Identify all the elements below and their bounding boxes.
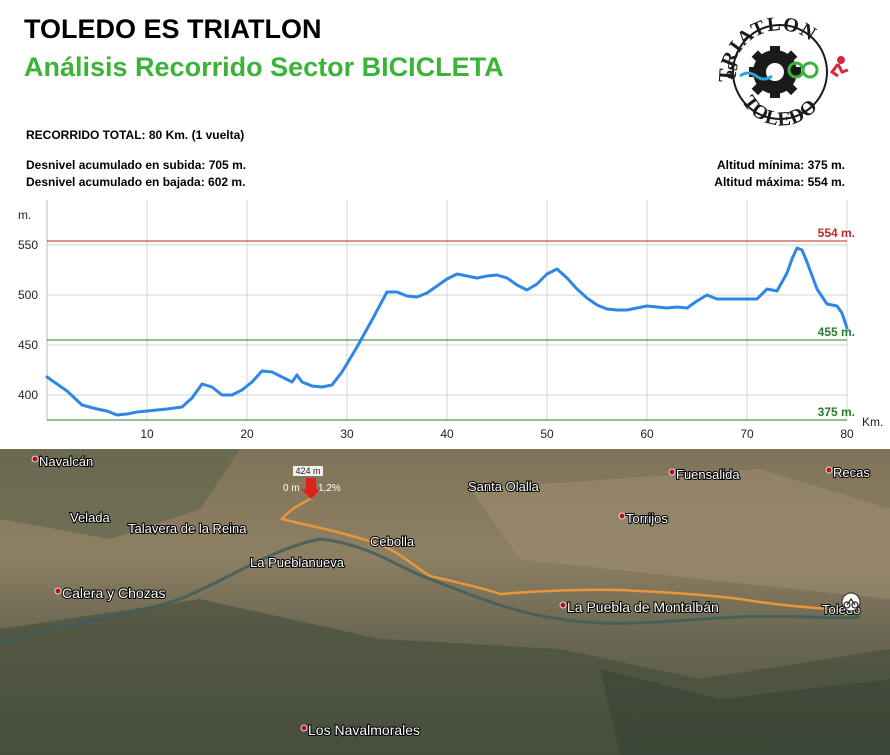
marker-distance: 0 m: [283, 483, 300, 494]
runner-icon: [829, 56, 849, 78]
town-dot-icon: [618, 512, 626, 520]
map-town: Cebolla: [369, 533, 416, 550]
min-altitude-info: Altitud mínima: 375 m.: [716, 158, 845, 172]
map-town: Los Navalmorales: [300, 721, 421, 739]
town-label: Cebolla: [370, 534, 415, 549]
elevation-chart: 554 m. 455 m. 375 m. 400 450 500 550 10 20 30 40…: [18, 200, 883, 441]
elevation-series: [45, 246, 849, 417]
town-label: Navalcán: [39, 454, 93, 469]
max-altitude-info: Altitud máxima: 554 m.: [714, 175, 845, 189]
town-dot-icon: [31, 455, 39, 463]
town-dot-icon: [300, 724, 308, 732]
town-dot-icon: [559, 601, 567, 609]
x-tick-label: 80: [840, 427, 854, 441]
bike-finish-icon: [841, 592, 861, 612]
map-town: Santa Olalla: [467, 478, 541, 495]
y-axis-label: m.: [18, 208, 31, 222]
descent-info: Desnivel acumulado en bajada: 602 m.: [26, 175, 246, 189]
town-dot-icon: [668, 468, 676, 476]
y-tick-label: 550: [18, 238, 38, 252]
town-label: Los Navalmorales: [308, 722, 420, 738]
ascent-info: Desnivel acumulado en subida: 705 m.: [26, 158, 247, 172]
map-town: Calera y Chozas: [54, 584, 167, 602]
marker-altitude: 424 m: [295, 466, 320, 476]
map-town: La Puebla de Montalbán: [559, 598, 720, 616]
town-label: Recas: [833, 465, 870, 480]
town-dot-icon: [825, 466, 833, 474]
x-tick-label: 30: [340, 427, 354, 441]
x-axis-label: Km.: [862, 415, 883, 429]
town-label: La Puebla de Montalbán: [567, 599, 719, 615]
y-axis-ticks: 400 450 500 550: [18, 238, 38, 402]
start-marker: 424 m 0 m 1,2%: [283, 466, 341, 499]
map-town: Navalcán: [31, 453, 94, 470]
logo-text-es: es: [718, 60, 743, 80]
town-dot-icon: [54, 587, 62, 595]
map-town: Velada: [69, 509, 112, 526]
elevation-line: [45, 246, 849, 417]
x-tick-label: 60: [640, 427, 654, 441]
chart-grid: [46, 200, 848, 420]
town-label: Talavera de la Reina: [128, 521, 247, 536]
x-tick-label: 70: [740, 427, 754, 441]
town-label: La Pueblanueva: [250, 555, 345, 570]
reference-line-label: 455 m.: [818, 325, 855, 339]
bike-route: [279, 496, 854, 616]
x-tick-label: 20: [240, 427, 254, 441]
triatlon-logo: TRIATLON es TOLEDO: [715, 13, 849, 131]
page-subtitle: Análisis Recorrido Sector BICICLETA: [24, 52, 504, 82]
x-tick-label: 10: [140, 427, 154, 441]
map-town: Fuensalida: [668, 466, 741, 483]
y-tick-label: 500: [18, 288, 38, 302]
y-tick-label: 400: [18, 388, 38, 402]
map-town: La Pueblanueva: [249, 554, 346, 571]
page-title: TOLEDO ES TRIATLON: [24, 14, 322, 44]
map-town: Recas: [825, 464, 871, 481]
y-tick-label: 450: [18, 338, 38, 352]
reference-line-label: 554 m.: [818, 226, 855, 240]
x-axis-ticks: 10 20 30 40 50 60 70 80: [140, 427, 854, 441]
town-label: Fuensalida: [676, 467, 740, 482]
arrow-down-icon: [301, 478, 321, 499]
reference-lines: 554 m. 455 m. 375 m.: [47, 226, 855, 421]
map-town: Torrijos: [618, 510, 669, 527]
town-label: Velada: [70, 510, 111, 525]
reference-line-label: 375 m.: [818, 405, 855, 419]
x-tick-label: 40: [440, 427, 454, 441]
town-label: Calera y Chozas: [62, 585, 166, 601]
total-distance: RECORRIDO TOTAL: 80 Km. (1 vuelta): [26, 128, 245, 142]
river: [0, 537, 861, 646]
marker-grade: 1,2%: [318, 483, 341, 494]
map-town: Talavera de la Reina: [127, 520, 248, 537]
town-label: Santa Olalla: [468, 479, 540, 494]
swimmer-icon: [739, 71, 773, 81]
x-tick-label: 50: [540, 427, 554, 441]
route-map: Navalcán Velada Talavera de la Reina Santa …: [0, 449, 890, 755]
gear-icon: [749, 46, 801, 98]
town-label: Torrijos: [626, 511, 668, 526]
